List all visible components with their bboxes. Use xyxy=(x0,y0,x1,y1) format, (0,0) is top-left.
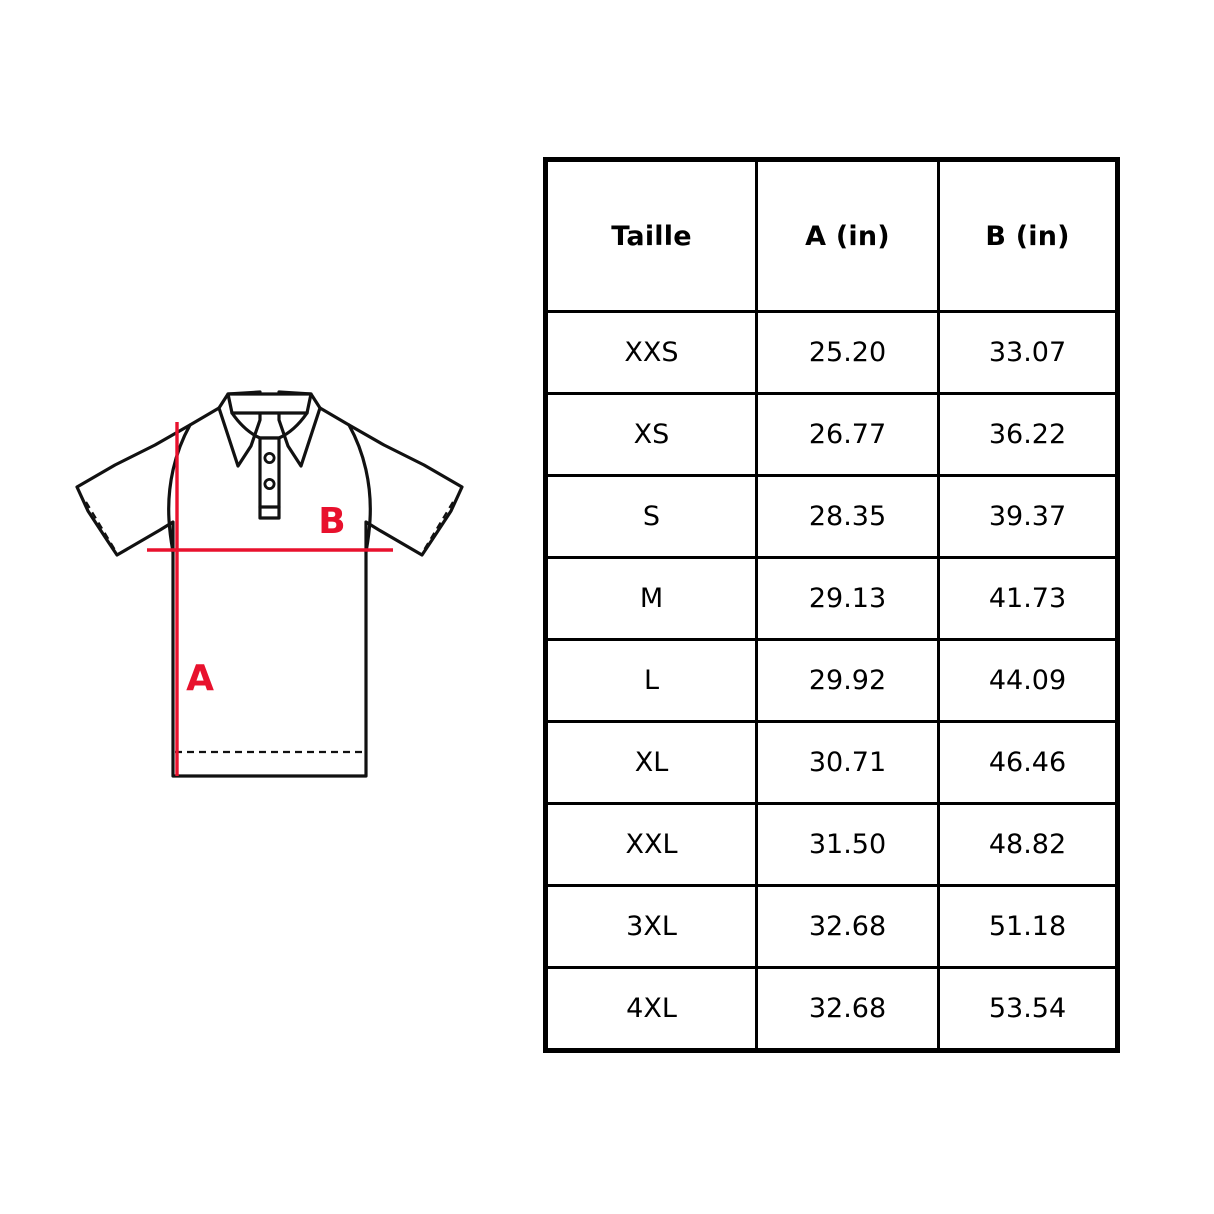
cell-size: XS xyxy=(544,392,758,477)
stitch-lines-group xyxy=(85,501,454,754)
cell-a: 25.20 xyxy=(755,310,940,395)
cell-a: 30.71 xyxy=(755,720,940,805)
measure-label-a: A xyxy=(186,658,214,699)
size-table: Taille A (in) B (in) XXS 25.20 33.07 XS … xyxy=(543,157,1120,1053)
cell-b: 44.09 xyxy=(937,638,1119,723)
shirt-body-outline xyxy=(75,406,464,778)
table-row: 3XL 32.68 51.18 xyxy=(544,884,1119,969)
table-header: Taille A (in) B (in) xyxy=(544,158,1119,313)
cell-size: 4XL xyxy=(544,966,758,1052)
cell-b: 36.22 xyxy=(937,392,1119,477)
cell-size: XXL xyxy=(544,802,758,887)
cell-a: 32.68 xyxy=(755,966,940,1052)
cell-a: 28.35 xyxy=(755,474,940,559)
table-body: XXS 25.20 33.07 XS 26.77 36.22 S 28.35 3… xyxy=(544,310,1119,1052)
table-header-row: Taille A (in) B (in) xyxy=(544,158,1119,313)
table-row: S 28.35 39.37 xyxy=(544,474,1119,559)
cell-size: XL xyxy=(544,720,758,805)
column-header-size: Taille xyxy=(544,158,758,313)
table-row: M 29.13 41.73 xyxy=(544,556,1119,641)
measure-label-b: B xyxy=(318,501,345,542)
cell-b: 51.18 xyxy=(937,884,1119,969)
collar-neckband xyxy=(226,392,313,415)
column-header-b: B (in) xyxy=(937,158,1119,313)
left-cuff-stitch xyxy=(85,501,116,551)
cell-a: 26.77 xyxy=(755,392,940,477)
size-table-container: Taille A (in) B (in) XXS 25.20 33.07 XS … xyxy=(543,157,1120,1053)
cell-b: 48.82 xyxy=(937,802,1119,887)
cell-size: XXS xyxy=(544,310,758,395)
cell-b: 33.07 xyxy=(937,310,1119,395)
table-row: XXS 25.20 33.07 xyxy=(544,310,1119,395)
right-cuff-stitch xyxy=(423,501,454,551)
cell-b: 39.37 xyxy=(937,474,1119,559)
table-row: XS 26.77 36.22 xyxy=(544,392,1119,477)
right-armhole-seam xyxy=(347,423,372,554)
cell-a: 29.13 xyxy=(755,556,940,641)
cell-size: L xyxy=(544,638,758,723)
cell-size: S xyxy=(544,474,758,559)
garment-diagram: A B xyxy=(55,380,485,800)
polo-shirt-illustration: A B xyxy=(75,390,464,778)
placket-button-top xyxy=(263,452,276,465)
column-header-a: A (in) xyxy=(755,158,940,313)
table-row: 4XL 32.68 53.54 xyxy=(544,966,1119,1052)
table-row: XL 30.71 46.46 xyxy=(544,720,1119,805)
measurement-lines-group xyxy=(147,422,393,776)
placket-button-bottom xyxy=(263,478,276,491)
cell-a: 32.68 xyxy=(755,884,940,969)
table-row: L 29.92 44.09 xyxy=(544,638,1119,723)
left-armhole-seam xyxy=(167,423,192,554)
table-row: XXL 31.50 48.82 xyxy=(544,802,1119,887)
cell-b: 41.73 xyxy=(937,556,1119,641)
cell-size: 3XL xyxy=(544,884,758,969)
cell-a: 31.50 xyxy=(755,802,940,887)
cell-b: 53.54 xyxy=(937,966,1119,1052)
cell-a: 29.92 xyxy=(755,638,940,723)
cell-size: M xyxy=(544,556,758,641)
cell-b: 46.46 xyxy=(937,720,1119,805)
shirt-outline-group xyxy=(75,390,464,778)
